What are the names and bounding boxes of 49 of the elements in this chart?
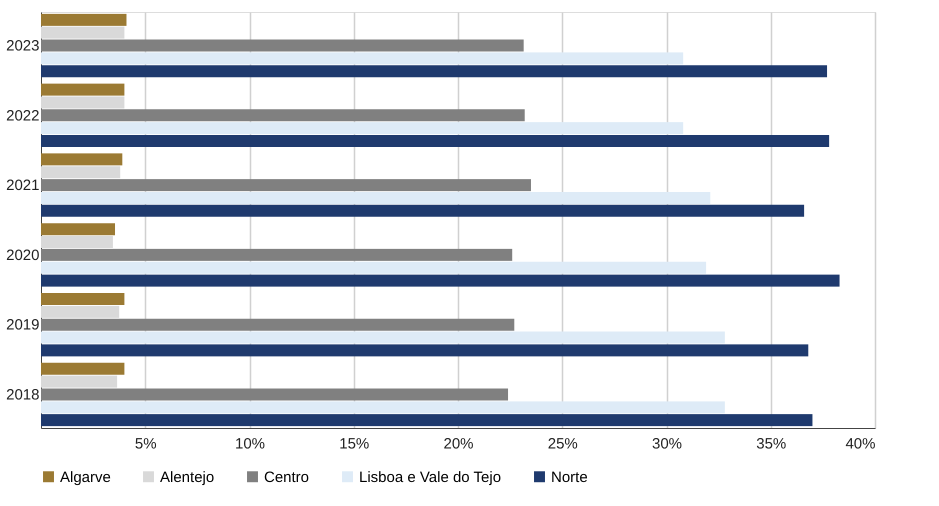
bar [41,52,684,64]
bar [41,192,710,204]
legend-label: Centro [264,468,310,486]
x-tick-label: 20% [443,436,474,452]
bar [41,401,725,414]
bar [41,40,524,52]
bar [41,332,725,344]
legend-label: Alentejo [160,468,214,486]
y-tick-label: 2021 [6,177,40,194]
bar [41,84,124,96]
bar [41,26,124,39]
bar [41,262,706,274]
bar [41,14,126,26]
bar [41,344,808,356]
legend-label: Norte [551,468,588,486]
bar [41,376,118,388]
bar [41,236,113,248]
y-tick-label: 2022 [6,107,40,124]
legend-label: Algarve [60,468,111,486]
y-tick-label: 2023 [6,38,40,55]
y-tick-label: 2019 [6,316,40,334]
x-tick-label: 5% [134,436,157,452]
x-tick-label: 25% [548,436,578,452]
bar [41,153,122,166]
legend-label: Lisboa e Vale do Tejo [359,468,502,486]
x-tick-label: 40% [845,436,876,452]
bar [41,96,124,108]
bar [41,134,830,147]
bar [41,274,840,287]
y-tick-label: 2018 [6,386,40,404]
bar [41,179,531,192]
bar [41,248,512,261]
bar [41,414,812,426]
bar [41,166,120,178]
bar [41,109,525,122]
bar [41,122,684,134]
bar [41,306,120,318]
x-tick-label: 15% [339,436,370,452]
bar [41,388,508,400]
x-tick-label: 10% [234,436,266,452]
bar [41,204,804,217]
bar [41,362,124,375]
bar [41,65,828,78]
bar [41,293,124,306]
y-tick-label: 2020 [6,246,40,264]
x-tick-label: 30% [652,436,682,452]
bar [41,318,514,331]
x-tick-label: 35% [756,436,786,452]
bar [41,223,116,236]
